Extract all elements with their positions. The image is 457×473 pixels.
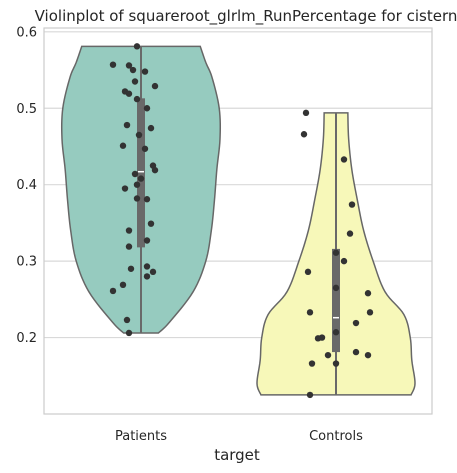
data-point-patients-9 — [125, 90, 133, 97]
data-point-patients-32 — [143, 273, 151, 280]
y-tick-labels: 0.2 0.3 0.4 0.5 0.6 — [16, 25, 37, 346]
data-point-patients-20 — [137, 175, 145, 182]
axis-frame — [43, 27, 433, 415]
data-point-patients-7 — [151, 82, 159, 90]
data-point-controls-15 — [314, 335, 322, 342]
data-point-patients-15 — [119, 142, 127, 149]
data-point-patients-30 — [127, 265, 135, 272]
data-point-controls-8 — [304, 268, 312, 276]
data-point-patients-6 — [131, 78, 139, 85]
data-point-patients-3 — [125, 62, 133, 69]
data-point-controls-22 — [306, 391, 314, 399]
data-point-controls-12 — [306, 309, 314, 316]
data-point-controls-18 — [364, 351, 372, 359]
data-point-patients-13 — [147, 124, 155, 132]
data-point-controls-1 — [302, 109, 310, 117]
data-point-patients-33 — [119, 281, 127, 289]
data-point-patients-22 — [121, 185, 129, 192]
data-point-patients-16 — [141, 145, 149, 152]
data-point-controls-19 — [324, 351, 332, 359]
data-point-controls-6 — [332, 249, 340, 256]
data-point-patients-23 — [133, 195, 141, 202]
x-tick-label-controls: Controls — [309, 429, 363, 444]
data-point-patients-36 — [125, 329, 133, 337]
data-point-patients-2 — [109, 61, 117, 68]
y-tick-label-0.6: 0.6 — [16, 25, 37, 40]
iqr-box-patients — [137, 98, 145, 248]
x-axis-title: target — [214, 446, 260, 464]
data-point-patients-35 — [123, 316, 131, 324]
data-point-patients-5 — [141, 68, 149, 75]
y-tick-label-0.2: 0.2 — [16, 331, 37, 346]
data-point-controls-17 — [352, 348, 360, 356]
x-tick-label-patients: Patients — [115, 429, 167, 444]
data-point-controls-2 — [300, 131, 308, 138]
data-point-controls-16 — [332, 329, 340, 336]
data-point-controls-20 — [332, 360, 340, 367]
data-point-patients-25 — [147, 220, 155, 227]
data-point-patients-4 — [129, 66, 137, 74]
y-tick-label-0.5: 0.5 — [16, 102, 37, 117]
data-point-patients-14 — [135, 131, 143, 139]
data-point-patients-19 — [131, 170, 139, 178]
data-point-patients-28 — [125, 243, 133, 250]
data-point-patients-10 — [133, 95, 141, 103]
data-point-patients-1 — [133, 43, 141, 50]
data-point-controls-21 — [308, 360, 316, 367]
data-point-patients-24 — [143, 196, 151, 203]
data-point-patients-27 — [143, 237, 151, 244]
data-point-controls-10 — [364, 290, 372, 297]
x-tick-labels: Patients Controls — [115, 429, 363, 444]
data-point-patients-26 — [125, 227, 133, 234]
data-point-controls-9 — [332, 284, 340, 292]
data-point-controls-13 — [352, 319, 360, 327]
points-layer — [109, 43, 374, 399]
data-point-patients-34 — [109, 287, 117, 295]
iqr-box-controls — [332, 248, 340, 353]
data-point-patients-12 — [123, 121, 131, 129]
plot-frame — [43, 27, 433, 415]
y-tick-label-0.4: 0.4 — [16, 178, 37, 193]
data-point-controls-5 — [346, 230, 354, 237]
data-point-patients-31 — [149, 268, 157, 276]
data-point-controls-7 — [340, 257, 348, 265]
data-point-controls-3 — [340, 156, 348, 163]
data-point-controls-4 — [348, 201, 356, 208]
data-point-patients-21 — [133, 181, 141, 188]
data-point-patients-11 — [143, 105, 151, 112]
data-point-controls-11 — [366, 309, 374, 316]
chart-title: Violinplot of squareroot_glrlm_RunPercen… — [35, 7, 457, 26]
y-tick-label-0.3: 0.3 — [16, 255, 37, 270]
data-point-patients-18 — [151, 166, 159, 174]
data-point-patients-29 — [143, 263, 151, 270]
